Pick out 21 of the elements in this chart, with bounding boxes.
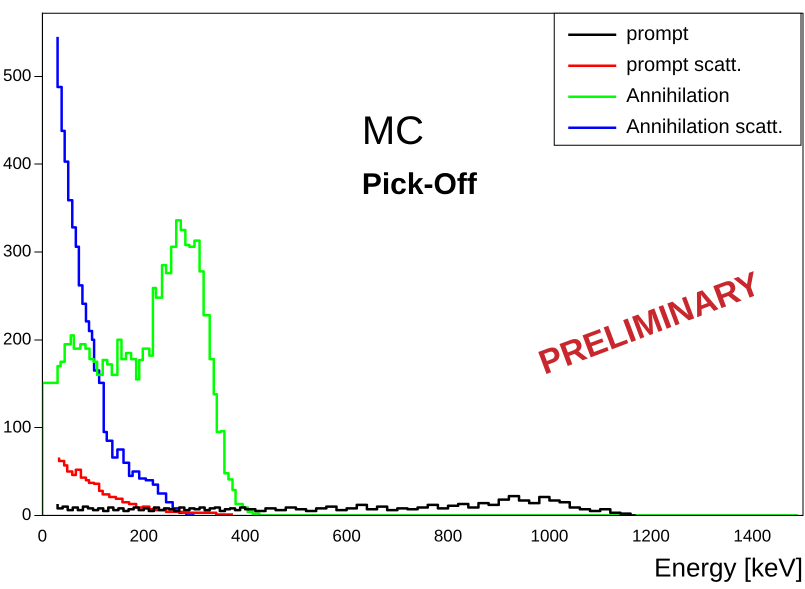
- x-tick-label: 1200: [632, 526, 670, 546]
- x-axis-title: Energy [keV]: [654, 552, 803, 583]
- y-tick-label: 0: [22, 505, 32, 524]
- legend-label: Annihilation scatt.: [626, 116, 784, 138]
- y-tick-label: 300: [2, 242, 32, 261]
- x-tick-label: 600: [332, 526, 361, 546]
- legend-label: Annihilation: [626, 85, 730, 108]
- x-tick-label: 0: [38, 526, 48, 546]
- x-tick-label: 1400: [733, 526, 772, 546]
- y-tick-label: 500: [2, 66, 32, 86]
- x-tick-label: 200: [130, 526, 158, 546]
- x-tick-label: 400: [231, 526, 260, 546]
- annotation: MC: [362, 108, 424, 153]
- annotation: Pick-Off: [362, 168, 478, 201]
- legend-label: prompt: [626, 23, 689, 46]
- y-tick-label: 400: [2, 154, 32, 173]
- y-tick-label: 200: [2, 329, 32, 348]
- y-tick-label: 100: [2, 417, 32, 436]
- legend-label: prompt scatt.: [626, 54, 742, 76]
- x-tick-label: 1000: [530, 526, 568, 546]
- x-tick-label: 800: [434, 526, 462, 546]
